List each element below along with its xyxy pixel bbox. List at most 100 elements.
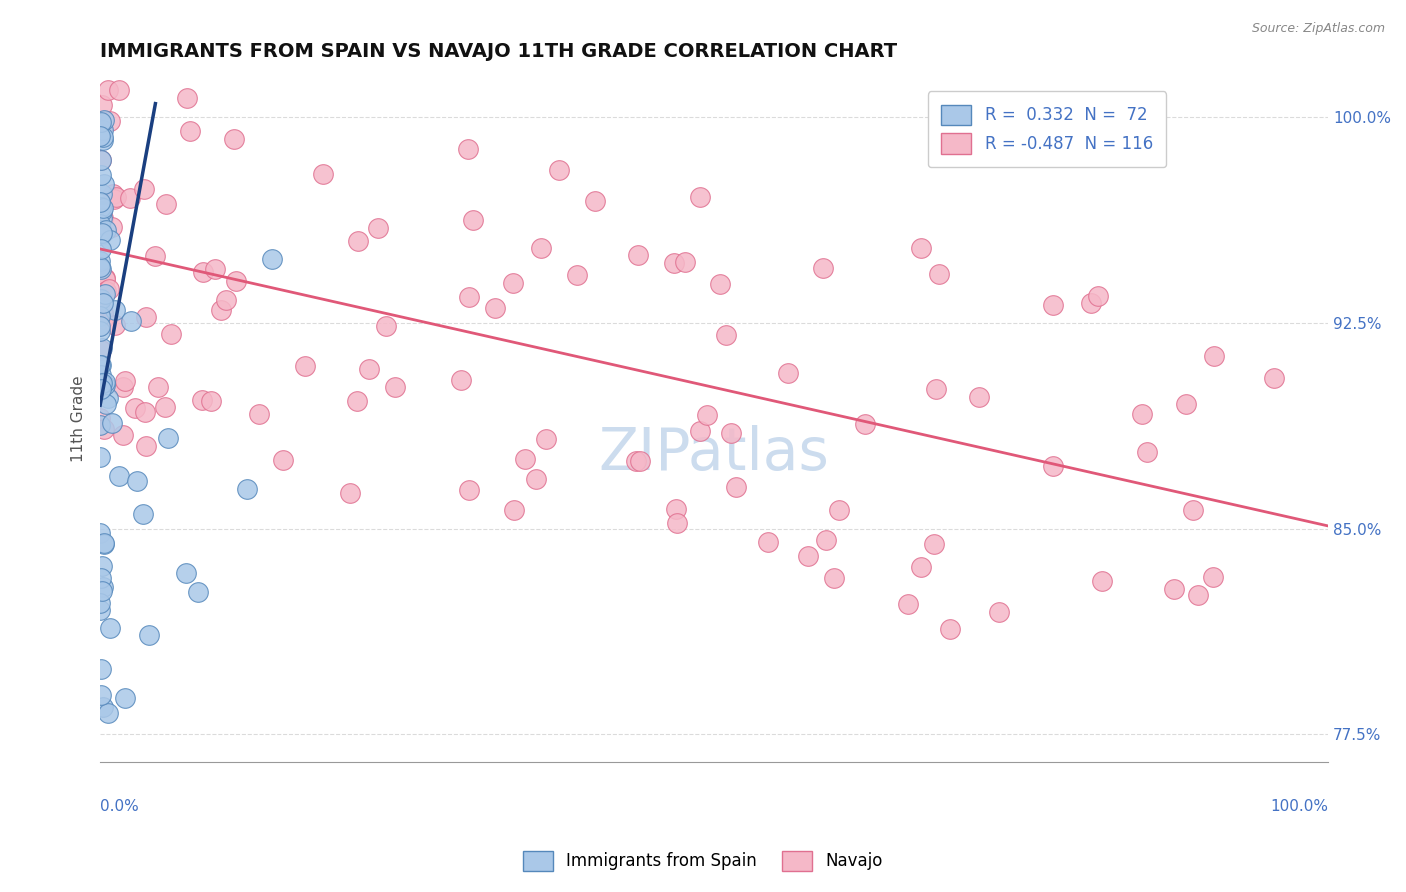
- Point: [89, 602, 111, 616]
- Point: [94, 272, 117, 286]
- Point: [339, 486, 361, 500]
- Point: [90, 186, 112, 201]
- Point: [94, 285, 117, 299]
- Point: [458, 483, 481, 497]
- Point: [988, 605, 1011, 619]
- Point: [1091, 574, 1114, 589]
- Point: [458, 290, 481, 304]
- Point: [90, 571, 112, 585]
- Point: [89, 410, 111, 425]
- Point: [107, 469, 129, 483]
- Point: [346, 394, 368, 409]
- Point: [236, 482, 259, 496]
- Point: [91, 376, 114, 390]
- Point: [108, 83, 131, 97]
- Point: [90, 688, 112, 702]
- Point: [1042, 459, 1064, 474]
- Point: [662, 256, 685, 270]
- Point: [93, 377, 115, 392]
- Point: [89, 526, 111, 541]
- Point: [90, 382, 112, 396]
- Point: [89, 596, 111, 610]
- Point: [627, 248, 650, 262]
- Point: [665, 516, 688, 530]
- Y-axis label: 11th Grade: 11th Grade: [72, 376, 86, 462]
- Point: [1182, 503, 1205, 517]
- Point: [925, 382, 948, 396]
- Point: [179, 124, 201, 138]
- Point: [450, 373, 472, 387]
- Point: [215, 293, 238, 307]
- Point: [103, 318, 125, 333]
- Point: [89, 128, 111, 143]
- Point: [1042, 298, 1064, 312]
- Point: [969, 390, 991, 404]
- Text: IMMIGRANTS FROM SPAIN VS NAVAJO 11TH GRADE CORRELATION CHART: IMMIGRANTS FROM SPAIN VS NAVAJO 11TH GRA…: [100, 42, 897, 61]
- Point: [89, 253, 111, 268]
- Point: [823, 571, 845, 585]
- Point: [90, 153, 112, 167]
- Point: [225, 274, 247, 288]
- Point: [928, 267, 950, 281]
- Point: [547, 163, 569, 178]
- Point: [1174, 397, 1197, 411]
- Point: [90, 211, 112, 226]
- Text: 100.0%: 100.0%: [1270, 799, 1329, 814]
- Point: [96, 706, 118, 720]
- Point: [224, 132, 246, 146]
- Point: [94, 223, 117, 237]
- Point: [689, 425, 711, 439]
- Point: [134, 405, 156, 419]
- Point: [673, 255, 696, 269]
- Point: [118, 191, 141, 205]
- Point: [90, 200, 112, 214]
- Point: [90, 662, 112, 676]
- Point: [530, 241, 553, 255]
- Point: [1130, 408, 1153, 422]
- Point: [828, 502, 851, 516]
- Point: [89, 293, 111, 307]
- Point: [89, 418, 111, 433]
- Point: [271, 453, 294, 467]
- Point: [1263, 371, 1285, 385]
- Point: [910, 559, 932, 574]
- Point: [89, 309, 111, 323]
- Text: 0.0%: 0.0%: [100, 799, 139, 814]
- Point: [897, 597, 920, 611]
- Point: [155, 197, 177, 211]
- Point: [120, 314, 142, 328]
- Point: [98, 114, 121, 128]
- Point: [91, 203, 114, 218]
- Point: [311, 167, 333, 181]
- Point: [91, 699, 114, 714]
- Point: [910, 242, 932, 256]
- Legend: R =  0.332  N =  72, R = -0.487  N = 116: R = 0.332 N = 72, R = -0.487 N = 116: [928, 91, 1167, 167]
- Point: [696, 408, 718, 422]
- Point: [90, 376, 112, 391]
- Point: [628, 453, 651, 467]
- Text: ZIPatlas: ZIPatlas: [599, 425, 830, 482]
- Point: [90, 168, 112, 182]
- Point: [155, 400, 177, 414]
- Point: [93, 422, 115, 436]
- Point: [1204, 349, 1226, 363]
- Point: [93, 112, 115, 127]
- Point: [384, 380, 406, 394]
- Point: [524, 472, 547, 486]
- Point: [89, 359, 111, 373]
- Point: [132, 507, 155, 521]
- Point: [624, 454, 647, 468]
- Point: [503, 503, 526, 517]
- Point: [583, 194, 606, 208]
- Point: [94, 287, 117, 301]
- Point: [89, 260, 111, 274]
- Point: [756, 535, 779, 549]
- Point: [135, 439, 157, 453]
- Point: [91, 130, 114, 145]
- Point: [138, 628, 160, 642]
- Point: [367, 221, 389, 235]
- Point: [93, 296, 115, 310]
- Point: [91, 201, 114, 215]
- Point: [94, 375, 117, 389]
- Point: [689, 190, 711, 204]
